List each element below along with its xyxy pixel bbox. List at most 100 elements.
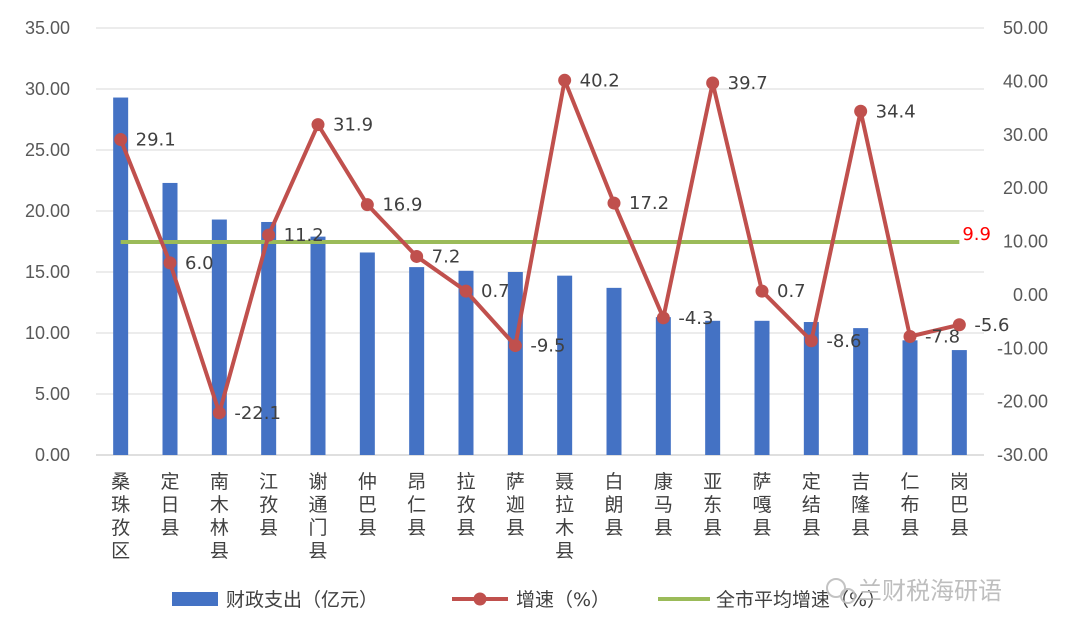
left-y-tick-label: 25.00 <box>25 140 70 160</box>
left-y-axis: 0.00 5.00 10.00 15.00 20.00 25.00 30.00 35.00 <box>25 18 70 465</box>
category-label-char: 南 <box>210 471 229 493</box>
average-line-label: 9.9 <box>962 224 991 245</box>
category-label-char: 县 <box>259 517 278 539</box>
right-y-tick-label: -20.00 <box>997 392 1048 412</box>
category-label-char: 县 <box>654 517 673 539</box>
growth-marker <box>903 330 917 344</box>
growth-line <box>118 78 960 415</box>
right-y-tick-label: 50.00 <box>1003 18 1048 38</box>
left-y-tick-label: 5.00 <box>35 384 70 404</box>
growth-data-label: -7.8 <box>925 327 960 348</box>
category-label-char: 聂 <box>555 471 574 493</box>
growth-data-label: -5.6 <box>974 315 1009 336</box>
growth-marker <box>114 133 128 147</box>
left-y-tick-label: 35.00 <box>25 18 70 38</box>
category-label-char: 定 <box>802 471 821 493</box>
category-label-char: 康 <box>654 471 673 493</box>
category-label-char: 朗 <box>604 494 623 516</box>
left-y-tick-label: 20.00 <box>25 201 70 221</box>
growth-marker <box>360 198 374 212</box>
category-label-char: 仁 <box>900 471 919 493</box>
category-label-char: 区 <box>111 540 130 562</box>
right-y-tick-label: 10.00 <box>1003 232 1048 252</box>
bar-series <box>113 97 967 455</box>
wechat-icon-bubble-large <box>826 578 846 598</box>
legend: 财政支出（亿元） 增速（%） 全市平均增速（%） <box>172 589 886 611</box>
bar <box>803 322 819 455</box>
category-label-char: 布 <box>900 494 919 516</box>
category-label-char: 定 <box>160 471 179 493</box>
bar <box>113 97 129 455</box>
category-label-char: 谢 <box>308 471 327 493</box>
category-label-char: 孜 <box>259 494 278 516</box>
category-label-char: 巴 <box>950 494 969 516</box>
category-label-char: 巴 <box>358 494 377 516</box>
category-label-char: 县 <box>752 517 771 539</box>
category-label-char: 县 <box>506 517 525 539</box>
growth-data-label: -8.6 <box>826 331 861 352</box>
bar <box>409 267 425 455</box>
watermark-text: 兰财税海研语 <box>858 577 1002 605</box>
growth-data-label: 0.7 <box>481 281 510 302</box>
bar <box>310 236 326 455</box>
bar <box>606 287 622 455</box>
category-label-char: 通 <box>308 494 327 516</box>
growth-marker <box>607 196 621 210</box>
bar <box>902 340 918 455</box>
left-y-tick-label: 30.00 <box>25 79 70 99</box>
growth-data-label: 29.1 <box>136 130 176 151</box>
category-label-char: 县 <box>604 517 623 539</box>
category-label-char: 东 <box>703 494 722 516</box>
growth-data-label: 40.2 <box>580 70 620 91</box>
legend-bar-label: 财政支出（亿元） <box>226 589 378 611</box>
category-label-char: 昂 <box>407 471 426 493</box>
bar <box>261 221 277 455</box>
category-label-char: 县 <box>900 517 919 539</box>
growth-data-label: 17.2 <box>629 193 669 214</box>
category-label-char: 拉 <box>456 471 475 493</box>
growth-marker <box>212 406 226 420</box>
growth-marker <box>262 228 276 242</box>
legend-growth-label: 增速（%） <box>516 589 610 611</box>
left-y-tick-label: 10.00 <box>25 323 70 343</box>
category-label-char: 亚 <box>703 471 722 493</box>
bar <box>458 270 474 455</box>
wechat-icon-bubble-small <box>840 588 856 604</box>
bar <box>211 219 227 455</box>
bar <box>853 328 869 455</box>
category-label-char: 嘎 <box>752 494 771 516</box>
growth-data-label: 0.7 <box>777 281 806 302</box>
growth-marker <box>163 256 177 270</box>
legend-bar-swatch <box>172 592 218 606</box>
growth-marker <box>311 118 325 132</box>
average-line-series: 9.9 <box>120 224 991 245</box>
bar <box>557 275 573 455</box>
category-label-char: 县 <box>210 540 229 562</box>
category-label-char: 县 <box>950 517 969 539</box>
growth-marker <box>755 284 769 298</box>
category-label-char: 县 <box>703 517 722 539</box>
legend-growth-swatch-marker <box>473 592 487 606</box>
category-label-char: 岗 <box>950 471 969 493</box>
growth-marker <box>656 311 670 325</box>
growth-data-label: -4.3 <box>678 308 713 329</box>
category-label-char: 吉 <box>851 471 870 493</box>
category-label-char: 县 <box>802 517 821 539</box>
category-label-char: 县 <box>851 517 870 539</box>
category-label-char: 珠 <box>111 494 130 516</box>
category-label-char: 白 <box>604 471 623 493</box>
left-y-tick-label: 0.00 <box>35 445 70 465</box>
growth-data-label: -22.1 <box>234 403 281 424</box>
growth-data-label: 6.0 <box>185 253 214 274</box>
category-label-char: 县 <box>407 517 426 539</box>
growth-marker <box>952 318 966 332</box>
right-y-tick-label: 0.00 <box>1013 285 1048 305</box>
bar <box>705 320 721 455</box>
category-label-char: 县 <box>456 517 475 539</box>
growth-data-label: 11.2 <box>284 225 324 246</box>
x-axis-categories: 桑珠孜区定日县南木林县江孜县谢通门县仲巴县昂仁县拉孜县萨迦县聂拉木县白朗县康马县… <box>111 471 969 562</box>
category-label-char: 萨 <box>752 471 771 493</box>
category-label-char: 江 <box>259 471 278 493</box>
growth-data-label: 34.4 <box>876 101 916 122</box>
